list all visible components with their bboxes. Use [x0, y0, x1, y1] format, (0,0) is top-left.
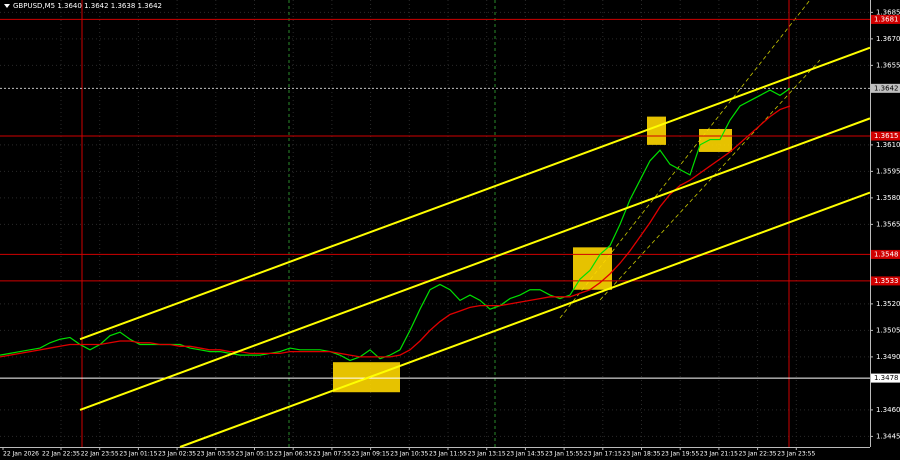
price-line [0, 87, 791, 362]
x-tick-label: 23 Jan 10:35 [390, 451, 428, 458]
x-tick-label: 23 Jan 15:55 [545, 451, 583, 458]
price-level-label: 1.3681 [874, 15, 899, 23]
channel-line [179, 191, 871, 448]
price-level-label: 1.3533 [874, 277, 899, 285]
price-level-tag [871, 131, 900, 141]
y-tick-label: 1.3655 [876, 61, 900, 69]
signal-zone [699, 128, 732, 152]
x-tick-label: 23 Jan 23:55 [777, 451, 815, 458]
x-tick-label: 23 Jan 01:15 [119, 451, 157, 458]
price-level-tag [871, 14, 900, 24]
x-tick-label: 23 Jan 17:15 [584, 451, 622, 458]
x-tick-label: 23 Jan 03:55 [197, 451, 235, 458]
signal-zone [647, 116, 666, 145]
price-level-tag [871, 83, 900, 93]
price-level-label: 1.3615 [874, 132, 899, 140]
y-tick-label: 1.3520 [876, 300, 900, 308]
y-tick-label: 1.3565 [876, 220, 900, 228]
x-tick-label: 23 Jan 02:35 [158, 451, 196, 458]
x-tick-label: 22 Jan 22:35 [42, 451, 80, 458]
x-tick-label: 23 Jan 21:15 [700, 451, 738, 458]
y-tick-label: 1.3685 [876, 8, 900, 16]
symbol-title: GBPUSD,M5 1.3640 1.3642 1.3638 1.3642 [13, 2, 162, 10]
price-level-label: 1.3548 [874, 250, 899, 258]
x-tick-label: 23 Jan 11:55 [429, 451, 467, 458]
x-tick-label: 22 Jan 2026 [3, 451, 39, 458]
channel-line [79, 117, 871, 411]
moving-average-line [0, 105, 791, 358]
channel-line [79, 46, 871, 341]
channel-guide [559, 0, 811, 319]
x-tick-label: 23 Jan 07:55 [313, 451, 351, 458]
price-level-label: 1.3478 [874, 374, 899, 382]
y-tick-label: 1.3580 [876, 194, 900, 202]
x-tick-label: 23 Jan 19:55 [661, 451, 699, 458]
y-tick-label: 1.3595 [876, 167, 900, 175]
price-level-tag [871, 276, 900, 286]
x-tick-label: 23 Jan 22:35 [739, 451, 777, 458]
signal-zone [573, 247, 612, 290]
x-tick-label: 23 Jan 06:35 [274, 451, 312, 458]
x-tick-label: 23 Jan 09:15 [352, 451, 390, 458]
y-tick-label: 1.3460 [876, 406, 900, 414]
y-tick-label: 1.3445 [876, 432, 900, 440]
menu-arrow [4, 4, 10, 8]
y-tick-label: 1.3490 [876, 353, 900, 361]
y-tick-label: 1.3610 [876, 141, 900, 149]
price-level-tag [871, 249, 900, 259]
channel-guide [599, 59, 821, 301]
x-tick-label: 23 Jan 14:35 [506, 451, 544, 458]
x-tick-label: 22 Jan 23:55 [81, 451, 119, 458]
x-tick-label: 23 Jan 13:15 [468, 451, 506, 458]
x-tick-label: 23 Jan 05:15 [236, 451, 274, 458]
y-tick-label: 1.3505 [876, 326, 900, 334]
x-tick-label: 23 Jan 18:35 [623, 451, 661, 458]
y-tick-label: 1.3670 [876, 35, 900, 43]
price-level-tag [871, 373, 900, 383]
price-level-label: 1.3642 [874, 84, 899, 92]
